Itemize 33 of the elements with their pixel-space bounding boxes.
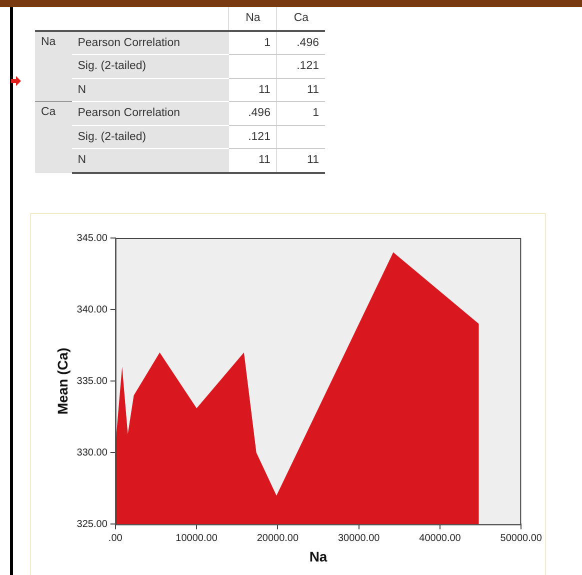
- text: .121: [228, 125, 277, 148]
- text: Sig. (2-tailed): [72, 54, 229, 78]
- x-tick-label: 30000.00: [338, 532, 380, 544]
- y-tick-label: 325.00: [76, 518, 108, 530]
- y-axis-title: Mean (Ca): [54, 348, 70, 415]
- text: Na: [228, 7, 277, 30]
- x-tick-label: 50000.00: [500, 532, 542, 544]
- text: Pearson Correlation: [72, 102, 229, 125]
- y-tick-label: 345.00: [76, 232, 108, 244]
- y-tick-label: 335.00: [76, 376, 108, 387]
- text: 1: [276, 102, 325, 125]
- x-axis-title: Na: [309, 548, 328, 564]
- y-tick-label: 340.00: [76, 304, 108, 316]
- text: 11: [228, 78, 277, 102]
- text: Ca: [35, 102, 72, 172]
- text: 11: [276, 148, 325, 172]
- text: .496: [228, 102, 277, 125]
- x-tick-label: 40000.00: [419, 532, 462, 544]
- text: .121: [276, 54, 325, 78]
- text: 1: [228, 30, 277, 54]
- x-tick-label: 10000.00: [176, 532, 218, 544]
- text: Pearson Correlation: [72, 30, 229, 54]
- text: Na: [35, 30, 72, 102]
- text: N: [72, 78, 229, 102]
- text: 11: [228, 148, 277, 172]
- x-tick-label: .00: [108, 532, 123, 544]
- text: Ca: [276, 7, 325, 30]
- text: Sig. (2-tailed): [72, 125, 229, 148]
- text: .496: [276, 30, 325, 54]
- text: 11: [276, 78, 325, 102]
- text: N: [72, 148, 229, 172]
- y-tick-label: 330.00: [76, 447, 108, 458]
- x-tick-label: 20000.00: [256, 532, 299, 544]
